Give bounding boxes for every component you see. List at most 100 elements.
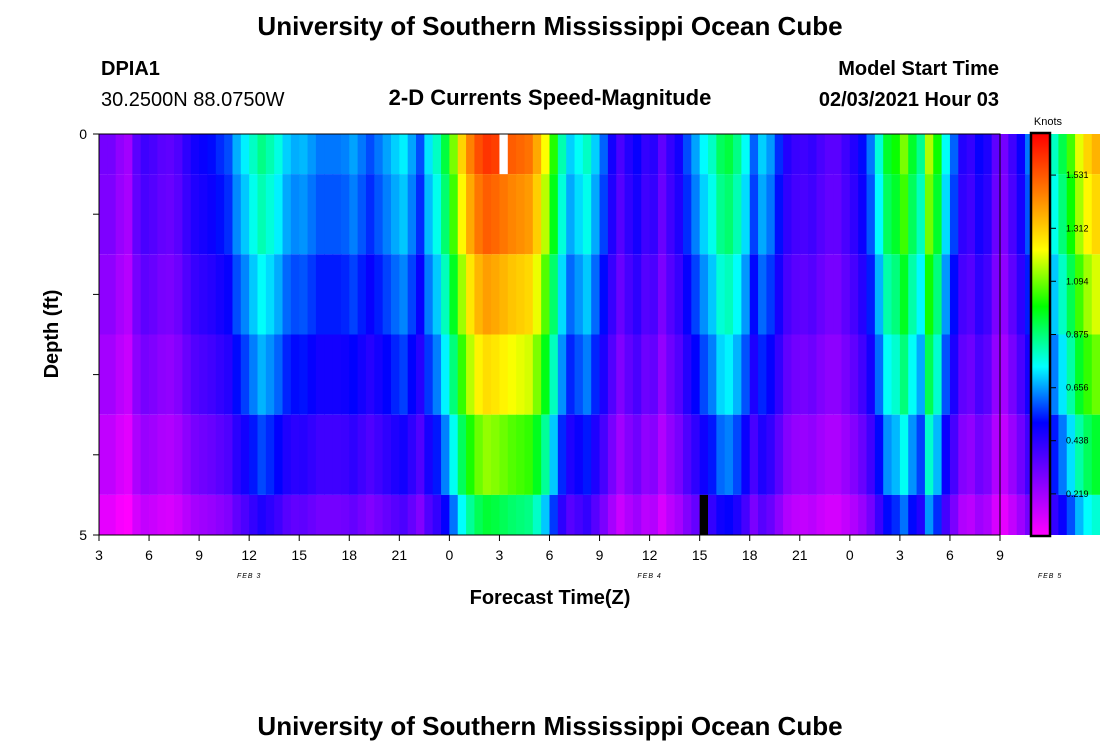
heatmap-cell bbox=[432, 334, 442, 415]
heatmap-cell bbox=[1008, 134, 1018, 175]
heatmap-cell bbox=[466, 334, 476, 415]
heatmap-cell bbox=[516, 494, 526, 535]
heatmap-cell bbox=[132, 134, 142, 175]
heatmap-cell bbox=[708, 334, 717, 415]
heatmap-cell bbox=[157, 494, 167, 535]
heatmap-cell bbox=[1058, 174, 1068, 255]
heatmap-cell bbox=[607, 174, 617, 255]
heatmap-cell bbox=[374, 494, 384, 535]
heatmap-cell bbox=[99, 174, 108, 255]
heatmap-cell bbox=[974, 134, 984, 175]
heatmap-cell bbox=[833, 174, 843, 255]
heatmap-cell bbox=[566, 134, 576, 175]
heatmap-cell bbox=[783, 254, 793, 335]
x-tick-label: 3 bbox=[896, 547, 904, 563]
footer-title: University of Southern Mississippi Ocean… bbox=[257, 711, 842, 741]
heatmap-cell bbox=[407, 334, 417, 415]
heatmap-cell bbox=[649, 414, 659, 495]
heatmap-cell bbox=[482, 414, 492, 495]
heatmap-cell bbox=[641, 174, 651, 255]
heatmap-cell bbox=[491, 254, 501, 335]
heatmap-cell bbox=[299, 134, 309, 175]
colorbar-tick-label: 1.531 bbox=[1066, 170, 1089, 180]
heatmap-cell bbox=[858, 134, 868, 175]
colorbar-tick-label: 1.312 bbox=[1066, 223, 1089, 233]
heatmap-cell bbox=[941, 334, 951, 415]
heatmap-cell bbox=[1025, 254, 1034, 335]
heatmap-cell bbox=[174, 174, 184, 255]
heatmap-cell bbox=[349, 494, 359, 535]
heatmap-cell bbox=[591, 254, 601, 335]
heatmap-cell bbox=[833, 414, 843, 495]
heatmap-cell bbox=[766, 494, 776, 535]
heatmap-cell bbox=[232, 254, 242, 335]
heatmap-cell bbox=[682, 494, 692, 535]
heatmap-cell bbox=[1058, 494, 1068, 535]
heatmap-cell bbox=[1000, 134, 1009, 175]
heatmap-cell bbox=[716, 414, 726, 495]
heatmap-cell bbox=[849, 414, 859, 495]
heatmap-cell bbox=[1016, 494, 1026, 535]
heatmap-cell bbox=[257, 254, 267, 335]
x-tick-label: 9 bbox=[195, 547, 203, 563]
heatmap-cell bbox=[324, 254, 334, 335]
heatmap-cell bbox=[457, 174, 467, 255]
heatmap-cell bbox=[482, 334, 492, 415]
heatmap-cell bbox=[374, 174, 384, 255]
heatmap-cell bbox=[365, 414, 375, 495]
heatmap-cell bbox=[983, 134, 993, 175]
heatmap-cell bbox=[741, 134, 751, 175]
heatmap-cell bbox=[1066, 134, 1076, 175]
heatmap-cell bbox=[599, 334, 609, 415]
heatmap-cell bbox=[933, 134, 943, 175]
heatmap-cell bbox=[449, 494, 459, 535]
heatmap-cell bbox=[682, 174, 692, 255]
heatmap-cell bbox=[1050, 494, 1059, 535]
heatmap-cell bbox=[591, 134, 601, 175]
heatmap-cell bbox=[641, 254, 651, 335]
heatmap-cell bbox=[599, 174, 609, 255]
heatmap-cell bbox=[899, 134, 909, 175]
heatmap-cell bbox=[741, 494, 751, 535]
heatmap-cell bbox=[1066, 174, 1076, 255]
heatmap-cell bbox=[891, 254, 901, 335]
heatmap-cell bbox=[1050, 134, 1059, 175]
heatmap-cell bbox=[849, 334, 859, 415]
heatmap-cell bbox=[858, 414, 868, 495]
heatmap-cell bbox=[632, 494, 642, 535]
heatmap-cell bbox=[791, 174, 801, 255]
heatmap-cell bbox=[107, 254, 117, 335]
heatmap-cell bbox=[507, 174, 517, 255]
heatmap-cell bbox=[149, 174, 158, 255]
colorbar-ticks: 0.219 0.438 0.656 0.875 1.094 1.312 1.531 bbox=[1049, 170, 1089, 499]
missing-cell bbox=[499, 134, 508, 175]
heatmap-cell bbox=[390, 414, 400, 495]
heatmap-cell bbox=[466, 494, 476, 535]
heatmap-cell bbox=[924, 414, 934, 495]
heatmap-cell bbox=[441, 254, 450, 335]
heatmap-cell bbox=[382, 134, 392, 175]
heatmap-cell bbox=[315, 334, 325, 415]
heatmap-cell bbox=[649, 174, 659, 255]
heatmap-cell bbox=[724, 134, 734, 175]
heatmap-cell bbox=[382, 414, 392, 495]
heatmap-cell bbox=[390, 494, 400, 535]
heatmap-cell bbox=[891, 414, 901, 495]
heatmap-cell bbox=[499, 254, 509, 335]
heatmap-cell bbox=[357, 254, 367, 335]
heatmap-cell bbox=[607, 134, 617, 175]
heatmap-cell bbox=[749, 414, 759, 495]
heatmap-cell bbox=[115, 254, 125, 335]
heatmap-cell bbox=[724, 414, 734, 495]
heatmap-cell bbox=[532, 494, 542, 535]
heatmap-cell bbox=[632, 334, 642, 415]
heatmap-cell bbox=[115, 494, 125, 535]
x-tick-label: 18 bbox=[742, 547, 758, 563]
heatmap-cell bbox=[340, 134, 350, 175]
heatmap-cell bbox=[582, 134, 592, 175]
heatmap-cell bbox=[591, 334, 601, 415]
heatmap-cell bbox=[1050, 414, 1059, 495]
heatmap-cell bbox=[958, 134, 968, 175]
heatmap-cell bbox=[357, 494, 367, 535]
heatmap-cell bbox=[874, 494, 884, 535]
